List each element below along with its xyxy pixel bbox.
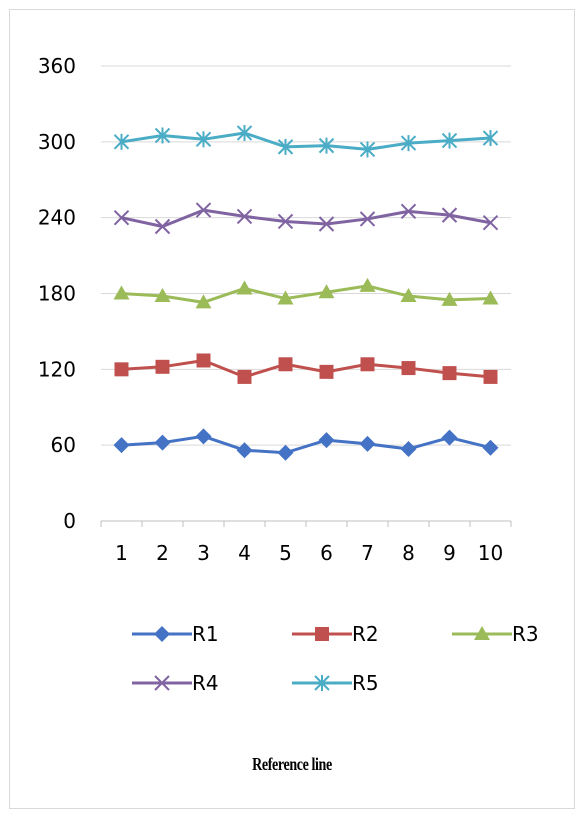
data-point-r1 <box>277 444 294 461</box>
data-point-r4 <box>113 209 130 226</box>
data-point-r2 <box>483 369 498 384</box>
data-point-r1 <box>195 428 212 445</box>
x-tick-label-4: 4 <box>238 541 251 565</box>
data-point-r4 <box>195 202 212 218</box>
data-point-r1 <box>236 442 253 459</box>
data-point-r1 <box>482 439 499 456</box>
data-point-r4 <box>318 216 335 232</box>
x-tick-label-9: 9 <box>443 541 456 565</box>
data-point-r2 <box>360 357 375 372</box>
series-line-r1 <box>120 434 492 455</box>
data-point-r2 <box>401 361 416 376</box>
legend-marker-r4 <box>154 675 170 691</box>
x-tick-label-2: 2 <box>156 541 169 565</box>
data-point-r3 <box>277 290 294 305</box>
data-point-r4 <box>359 211 376 227</box>
data-point-r3 <box>318 284 335 299</box>
data-point-r1 <box>318 432 335 449</box>
data-point-r3 <box>154 288 171 303</box>
data-point-r3 <box>400 288 417 303</box>
data-point-r1 <box>154 434 171 451</box>
data-point-r5 <box>482 130 499 147</box>
data-point-r5 <box>195 131 212 148</box>
legend-item-r4: R4 <box>132 671 219 695</box>
data-point-r5 <box>441 132 458 149</box>
data-point-r3 <box>359 277 376 292</box>
legend-label-r2: R2 <box>352 622 379 646</box>
legend-marker-r1 <box>154 626 170 642</box>
data-point-r4 <box>236 208 253 225</box>
legend-item-r2: R2 <box>292 622 379 646</box>
data-point-r5 <box>318 137 335 154</box>
y-tick-label-0: 0 <box>63 509 76 533</box>
data-point-r1 <box>400 440 417 457</box>
legend-item-r1: R1 <box>132 622 219 646</box>
legend-item-r3: R3 <box>452 622 539 646</box>
data-point-r5 <box>236 124 253 141</box>
y-tick-label-240: 240 <box>38 206 76 230</box>
x-tick-label-3: 3 <box>197 541 210 565</box>
data-point-r5 <box>277 138 294 155</box>
y-tick-label-120: 120 <box>38 357 76 381</box>
series-line-r2 <box>120 358 492 379</box>
legend-label-r4: R4 <box>192 671 219 695</box>
data-point-r1 <box>359 435 376 452</box>
y-tick-label-180: 180 <box>38 282 76 306</box>
data-point-r3 <box>195 294 212 309</box>
x-tick-label-1: 1 <box>115 541 128 565</box>
x-tick-label-6: 6 <box>320 541 333 565</box>
x-tick-label-10: 10 <box>478 541 503 565</box>
legend-label-r1: R1 <box>192 622 219 646</box>
data-point-r2 <box>278 357 293 372</box>
series-line-r5 <box>120 131 492 151</box>
y-tick-label-360: 360 <box>38 54 76 78</box>
data-point-r4 <box>441 207 458 223</box>
data-point-r2 <box>237 369 252 384</box>
data-point-r4 <box>400 203 417 220</box>
data-point-r5 <box>400 135 417 152</box>
x-tick-label-8: 8 <box>402 541 415 565</box>
y-tick-label-300: 300 <box>38 130 76 154</box>
series-line-r4 <box>120 208 492 229</box>
data-point-r2 <box>114 362 129 377</box>
data-point-r1 <box>113 437 130 454</box>
legend-label-r5: R5 <box>352 671 379 695</box>
data-point-r2 <box>155 359 170 374</box>
data-point-r5 <box>359 141 376 158</box>
legend-item-r5: R5 <box>292 671 379 695</box>
data-point-r5 <box>154 127 171 144</box>
data-point-r3 <box>236 280 253 295</box>
data-point-r1 <box>441 429 458 446</box>
data-point-r4 <box>482 215 499 231</box>
chart-frame <box>9 9 575 809</box>
x-tick-label-7: 7 <box>361 541 374 565</box>
data-point-r5 <box>113 133 130 150</box>
legend-marker-r5 <box>314 675 330 691</box>
legend-label-r3: R3 <box>512 622 539 646</box>
y-tick-label-60: 60 <box>51 433 76 457</box>
data-point-r4 <box>154 218 171 235</box>
legend-marker-r2 <box>315 627 329 641</box>
series-line-r3 <box>120 284 492 304</box>
data-point-r3 <box>113 285 130 300</box>
legend-marker-r3 <box>474 626 490 640</box>
data-point-r4 <box>277 213 294 230</box>
data-point-r3 <box>482 290 499 305</box>
data-point-r2 <box>319 364 334 379</box>
data-point-r2 <box>442 366 457 381</box>
data-point-r2 <box>196 353 211 368</box>
data-point-r3 <box>441 291 458 306</box>
x-tick-label-5: 5 <box>279 541 292 565</box>
reference-line-caption: Reference line <box>252 754 332 774</box>
